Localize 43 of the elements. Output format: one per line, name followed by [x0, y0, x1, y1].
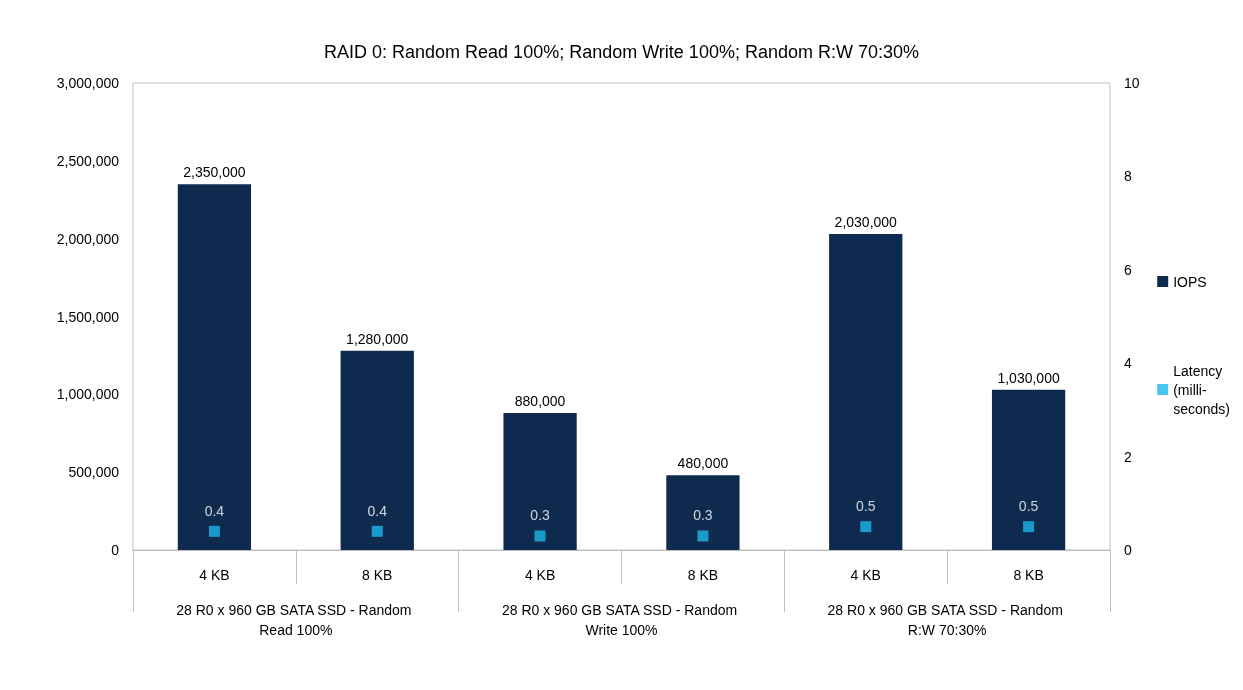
y-tick-label: 1,000,000	[56, 386, 120, 403]
data-label: 0.3	[693, 507, 713, 524]
y-tick-label: 1,500,000	[56, 308, 120, 325]
data-label: 0.4	[367, 502, 388, 519]
bar	[177, 184, 252, 550]
y-tick-label: 2,000,000	[56, 230, 120, 247]
y-tick-label: 3,000,000	[56, 75, 120, 91]
bar	[991, 389, 1066, 550]
bar	[340, 350, 414, 550]
y-tick-label: 500,000	[68, 464, 120, 481]
x-tick-label: 8 KB	[1013, 567, 1044, 583]
text: 28 R0 x 960 GB SATA SSD - Random Write 100%	[501, 602, 742, 638]
data-label: 2,030,000	[834, 214, 898, 230]
data-label: 2,350,000	[183, 164, 246, 181]
bar	[503, 413, 577, 550]
y2-tick-label: 4	[1124, 355, 1132, 372]
data-label: 0.5	[856, 498, 876, 515]
data-label: 1,030,000	[997, 369, 1060, 386]
data-label: 880,000	[514, 393, 566, 410]
text: 28 R0 x 960 GB SATA SSD - Random R:W 70:30%	[827, 602, 1067, 638]
legend-label: IOPS	[1173, 273, 1207, 290]
x-tick-label: 8 KB	[362, 567, 393, 583]
x-tick-label: 4 KB	[850, 567, 881, 583]
data-label: 0.4	[204, 502, 225, 519]
y2-tick-label: 10	[1124, 75, 1140, 91]
bar	[666, 475, 740, 550]
x-tick-label: 4 KB	[524, 567, 556, 583]
y-tick-label: 2,500,000	[56, 152, 120, 169]
data-label: 0.3	[530, 507, 551, 524]
chart-title: RAID 0: Random Read 100%; Random Write 100%; Random R:W 70:30%	[324, 42, 919, 62]
data-label: 1,280,000	[346, 330, 409, 347]
x-tick-label: 4 KB	[199, 567, 230, 583]
text: 28 R0 x 960 GB SATA SSD - Random Read 100%	[176, 602, 416, 638]
y2-tick-label: 8	[1124, 168, 1132, 185]
x-tick-label: 8 KB	[687, 567, 719, 583]
data-label: 0.5	[1018, 498, 1039, 515]
data-label: 480,000	[677, 455, 729, 472]
y-tick-label: 0	[111, 542, 120, 558]
y2-tick-label: 2	[1124, 448, 1132, 465]
legend-label: Latency (milli-seconds)	[1173, 362, 1231, 417]
y2-tick-label: 6	[1124, 261, 1132, 278]
bar	[829, 234, 903, 550]
y2-tick-label: 0	[1124, 542, 1132, 558]
